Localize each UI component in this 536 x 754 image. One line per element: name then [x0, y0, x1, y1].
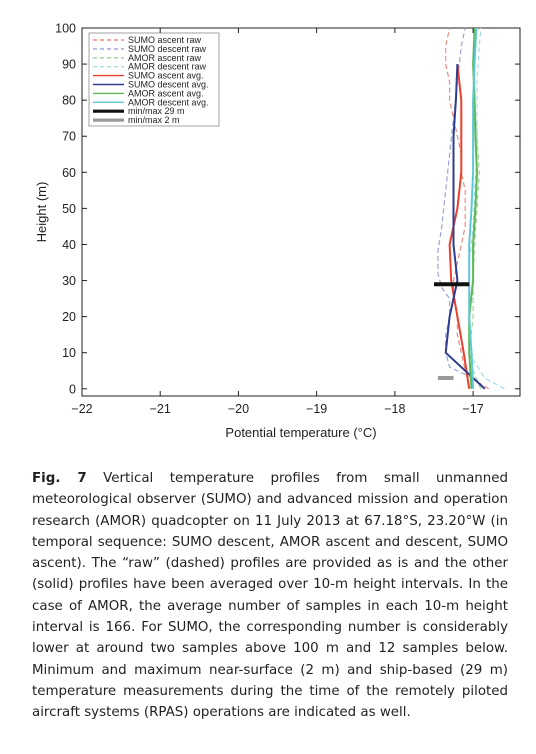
x-tick-label: −17: [462, 402, 483, 416]
y-tick-label: 100: [55, 22, 76, 36]
plot-area: [81, 27, 521, 397]
x-tick-label: −22: [71, 402, 92, 416]
y-tick-label: 30: [62, 274, 76, 288]
series-line-sumo-descent-avg: [444, 64, 486, 390]
legend-label: AMOR ascent avg.: [128, 88, 204, 98]
legend-label: min/max 29 m: [128, 106, 185, 116]
figure-label: Fig. 7: [32, 471, 87, 486]
y-tick-label: 10: [62, 346, 76, 360]
y-tick-label: 50: [62, 202, 76, 216]
y-tick-label: 0: [69, 382, 76, 396]
y-tick-label: 60: [62, 166, 76, 180]
x-tick-label: −18: [384, 402, 405, 416]
series-layer: [434, 27, 505, 390]
y-tick-label: 90: [62, 58, 76, 72]
legend-label: SUMO ascent avg.: [128, 71, 204, 81]
legend-label: SUMO descent raw: [128, 44, 207, 54]
y-tick-label: 20: [62, 310, 76, 324]
x-axis-label: Potential temperature (°C): [225, 425, 376, 440]
y-tick-label: 70: [62, 130, 76, 144]
x-tick-label: −20: [228, 402, 249, 416]
legend-label: AMOR descent raw: [128, 62, 207, 72]
x-tick-label: −19: [306, 402, 327, 416]
series-line-sumo-ascent-raw: [445, 27, 490, 390]
y-tick-label: 80: [62, 94, 76, 108]
y-tick-label: 40: [62, 238, 76, 252]
figure-caption: Fig. 7 Vertical temperature profiles fro…: [32, 468, 508, 724]
x-tick-label: −21: [150, 402, 171, 416]
tick-layer: −22 −21 −20 −19 −18 −17 0 10 20 30 40 50 60 70 80 90 100: [55, 22, 520, 416]
legend-label: SUMO ascent raw: [128, 35, 202, 45]
legend-label: AMOR descent avg.: [128, 97, 209, 107]
y-axis-label: Height (m): [34, 182, 49, 243]
legend-label: AMOR ascent raw: [128, 53, 202, 63]
series-line-amor-descent-raw: [468, 27, 505, 390]
figure-caption-text: Vertical temperature profiles from small…: [32, 471, 508, 721]
series-line-amor-descent-avg: [468, 27, 478, 389]
legend-label: min/max 2 m: [128, 115, 180, 125]
temperature-profile-chart: −22 −21 −20 −19 −18 −17 0 10 20 30 40 50 60 70 80 90 100…: [34, 22, 521, 440]
legend-label: SUMO descent avg.: [128, 80, 209, 90]
